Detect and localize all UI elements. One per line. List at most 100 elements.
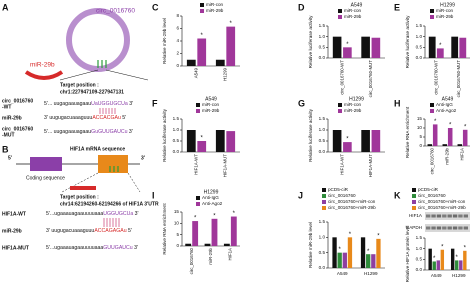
panel-letter: H (394, 98, 401, 108)
sequence: 5'...ugaaauagaauuuuaaaUGGUGCUa 3' (46, 211, 139, 217)
y-tick-label: 1.5 (319, 219, 326, 224)
y-tick-label: 0.5 (319, 138, 326, 143)
panel-letter: A (2, 2, 9, 12)
bar (371, 130, 381, 152)
bar (215, 59, 225, 66)
bar (432, 124, 438, 146)
legend-label: miR-29b (344, 108, 362, 113)
zoom-line (61, 172, 141, 193)
legend-swatch (200, 9, 204, 13)
row-name: miR-29b (2, 115, 22, 121)
legend-label: pCD5-ciR (418, 187, 439, 192)
sequence: 3' uugugacuaaaguuuACCAGAGAu 5' (46, 228, 132, 234)
sequence-part: 5' (121, 115, 126, 121)
significance: * (194, 216, 197, 222)
bar (197, 38, 207, 66)
panel-letter: K (394, 190, 401, 200)
bar (342, 252, 347, 268)
y-tick-label: 0.5 (319, 250, 326, 255)
y-tick-label: 15 (174, 209, 180, 214)
legend-swatch (322, 188, 326, 192)
y-axis-label: Relative RNA enrichment (405, 106, 410, 158)
y-tick-label: 1.0 (416, 34, 423, 39)
panel-letter: C (152, 2, 159, 12)
bar (459, 37, 467, 58)
y-axis-label: Relative miR-29b level (162, 18, 167, 64)
significance: * (456, 255, 459, 261)
legend-label: circ_0016760+miR-29b (328, 205, 376, 210)
bar (186, 130, 196, 152)
row-name: HIF1A-WT (2, 211, 26, 217)
legend-swatch (196, 196, 200, 200)
sequence-part: ACCACGAu (92, 115, 121, 121)
bar (376, 238, 381, 268)
x-tick-label: circ_0016760 (430, 147, 435, 174)
bar (459, 260, 463, 270)
mirna-shape (70, 186, 96, 190)
bar (450, 248, 455, 270)
bar (427, 144, 433, 146)
bar (455, 260, 459, 270)
y-tick-label: 0.5 (416, 45, 423, 50)
bar (185, 243, 192, 246)
panel-letter: F (152, 98, 158, 108)
significance: * (464, 124, 467, 130)
y-axis-label: Relative luciferase activity (405, 15, 410, 69)
sequence: 5'... uugagaauagaauUaUGGUGCUa 3' (44, 101, 133, 107)
y-tick-label: 2 (176, 51, 179, 56)
legend-label: miR-con (344, 102, 362, 107)
y-tick-label: 8 (176, 13, 179, 18)
sequence-part: ACCAGAGAu (94, 228, 126, 234)
legend-label: miR-con (436, 8, 454, 13)
legend-swatch (200, 3, 204, 7)
bar (215, 130, 225, 152)
blot-band (447, 226, 452, 230)
blot-band (426, 226, 431, 230)
x-tick-label: HIF1A (460, 148, 465, 161)
bar (451, 36, 459, 58)
bar (226, 131, 236, 152)
legend-swatch (412, 200, 416, 204)
x-tick-label: A549 (431, 273, 442, 278)
y-tick-label: 1.5 (416, 235, 423, 240)
sequence-part: UaUGGUGCUa (91, 101, 128, 107)
bar (440, 249, 445, 270)
blot-band (452, 214, 458, 218)
legend-label: miR-29b (436, 14, 454, 19)
blot-band (452, 226, 458, 230)
pairing (103, 218, 120, 227)
x-tick-label: A549 (194, 67, 199, 78)
legend-label: circ_0016760+miR-con (328, 199, 376, 204)
row-name: -WT (2, 104, 11, 110)
significance: * (434, 119, 437, 125)
sequence: 5'...ugaaauagaauuuuaaaGUUGAUCu 3' (46, 245, 138, 251)
legend-swatch (196, 202, 200, 206)
legend-label: miR-con (202, 102, 220, 107)
target-title: Target position : (60, 194, 99, 200)
x-tick-label: circ_0016760-WT (339, 60, 344, 95)
y-axis-label: Relative luciferase activity (308, 15, 313, 69)
sequence-part: 3' uugugacuaaaguuu (46, 228, 94, 234)
legend-label: miR-con (206, 2, 224, 7)
legend-swatch (412, 188, 416, 192)
legend-label: Anti-Ago2 (436, 108, 457, 113)
legend-label: Anti-IgG (202, 195, 219, 200)
y-tick-label: 0.0 (319, 265, 326, 270)
legend-swatch (338, 15, 342, 19)
panel-letter: B (2, 144, 9, 154)
sequence-part: 3' uugugacuaaaguuu (44, 115, 92, 121)
panel-letter: J (298, 190, 303, 200)
y-tick-label: 10 (417, 125, 423, 130)
legend-label: Anti-Ago2 (202, 201, 223, 206)
panel-letter: G (298, 98, 305, 108)
y-tick-label: 0 (176, 63, 179, 68)
bar (463, 250, 467, 270)
significance: * (441, 244, 444, 250)
legend-label: circ_0016760+miR-29b (418, 205, 466, 210)
blot-band (436, 226, 442, 230)
sequence-part: GUUGAUCu (103, 245, 133, 251)
y-tick-label: 1.5 (319, 116, 326, 121)
end-3: 3' (141, 155, 145, 161)
circ-name: circ_0016760 (96, 8, 135, 15)
significance: * (464, 245, 467, 251)
